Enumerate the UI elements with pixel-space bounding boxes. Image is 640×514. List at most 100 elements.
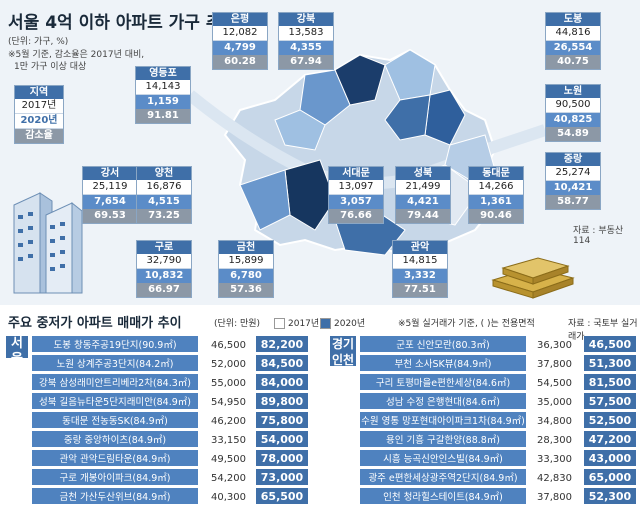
row-label-bg bbox=[32, 488, 198, 504]
price-source: 자료 : 국토부 실거래가 bbox=[568, 319, 638, 342]
row-name: 관악 관악드림타운(84.9㎡) bbox=[59, 453, 170, 465]
legend-2017: 2017년 bbox=[274, 316, 319, 329]
value-2020-bg bbox=[256, 412, 308, 428]
value-2017: 35,000 bbox=[537, 397, 572, 408]
row-name: 금천 가산두산위브(84.9㎡) bbox=[59, 491, 170, 503]
value-2017: 36,300 bbox=[537, 340, 572, 351]
row-label-bg bbox=[360, 355, 526, 371]
row-name: 동대문 전농동SK(84.9㎡) bbox=[62, 416, 168, 427]
row-label-bg bbox=[32, 469, 198, 485]
row-label-bg bbox=[32, 355, 198, 371]
value-2020: 47,200 bbox=[589, 433, 632, 446]
row-name: 성북 길음뉴타운5단지래미안(84.9㎡) bbox=[39, 396, 191, 408]
value-2020-bg bbox=[584, 393, 636, 409]
region-box-jungnang: 중랑 25,274 10,421 58.77 bbox=[545, 152, 601, 210]
map-source: 자료 : 부동산114 bbox=[573, 226, 624, 246]
row-label-bg bbox=[360, 431, 526, 447]
value-2017: 21,499 bbox=[396, 180, 450, 195]
value-2017: 52,000 bbox=[211, 359, 246, 370]
value-2017: 12,082 bbox=[213, 26, 267, 41]
row-name: 강북 삼성래미안트리베라2차(84.3㎡) bbox=[39, 377, 191, 389]
region-name: 관악 bbox=[393, 241, 447, 254]
value-2020: 82,200 bbox=[261, 338, 304, 351]
value-rate: 91.81 bbox=[136, 109, 190, 123]
value-2017: 55,000 bbox=[211, 378, 246, 389]
region-name: 동대문 bbox=[469, 167, 523, 180]
value-rate: 76.66 bbox=[329, 209, 383, 223]
row-label-bg bbox=[32, 336, 198, 352]
value-rate: 69.53 bbox=[83, 209, 137, 223]
value-2017: 34,800 bbox=[537, 416, 572, 427]
value-2017: 40,300 bbox=[211, 492, 246, 503]
value-2020: 43,000 bbox=[589, 452, 632, 465]
value-2020-bg bbox=[256, 431, 308, 447]
value-rate: 79.44 bbox=[396, 209, 450, 223]
section-title: 주요 중저가 아파트 매매가 추이 bbox=[8, 316, 182, 331]
value-2017: 13,583 bbox=[279, 26, 333, 41]
value-2020-bg bbox=[584, 450, 636, 466]
value-2020-bg bbox=[256, 450, 308, 466]
value-2020: 4,421 bbox=[396, 195, 450, 209]
region-name: 노원 bbox=[546, 85, 600, 98]
value-2017: 28,300 bbox=[537, 435, 572, 446]
value-2017: 14,266 bbox=[469, 180, 523, 195]
value-2020: 51,300 bbox=[589, 357, 632, 370]
row-name: 구리 토평마을e편한세상(84.6㎡) bbox=[376, 377, 510, 389]
value-2020: 6,780 bbox=[219, 269, 273, 283]
row-label-bg bbox=[360, 450, 526, 466]
legend-region: 지역 bbox=[15, 86, 63, 99]
value-2017: 33,150 bbox=[211, 435, 246, 446]
value-2020: 78,000 bbox=[261, 452, 304, 465]
value-2020: 40,825 bbox=[546, 113, 600, 127]
region-box-seodaemun: 서대문 13,097 3,057 76.66 bbox=[328, 166, 384, 224]
region-box-nowon: 노원 90,500 40,825 54.89 bbox=[545, 84, 601, 142]
value-2020: 4,799 bbox=[213, 41, 267, 55]
region-box-gangbuk: 강북 13,583 4,355 67.94 bbox=[278, 12, 334, 70]
value-2017: 44,816 bbox=[546, 26, 600, 41]
row-name: 구로 개봉아이파크(84.9㎡) bbox=[59, 473, 170, 484]
value-2020-bg bbox=[256, 469, 308, 485]
group-label-gyeonggi: 경기 인천 bbox=[330, 336, 356, 367]
value-2020: 73,000 bbox=[261, 471, 304, 484]
row-name: 중랑 중앙하이츠(84.9㎡) bbox=[64, 434, 166, 446]
value-rate: 57.36 bbox=[219, 283, 273, 297]
row-label-bg bbox=[32, 393, 198, 409]
value-2017: 54,200 bbox=[211, 473, 246, 484]
region-name: 강북 bbox=[279, 13, 333, 26]
value-2017: 54,950 bbox=[211, 397, 246, 408]
legend-2017: 2017년 bbox=[15, 99, 63, 114]
value-2020: 3,057 bbox=[329, 195, 383, 209]
value-2020: 84,500 bbox=[261, 357, 304, 370]
value-2020-bg bbox=[256, 374, 308, 390]
value-2020-bg bbox=[584, 374, 636, 390]
row-label-bg bbox=[32, 450, 198, 466]
buildings-illustration bbox=[13, 192, 83, 294]
row-name: 노원 상계주공3단지(84.2㎡) bbox=[56, 358, 173, 370]
region-box-geumcheon: 금천 15,899 6,780 57.36 bbox=[218, 240, 274, 298]
value-2020-bg bbox=[584, 469, 636, 485]
region-name: 영등포 bbox=[136, 67, 190, 80]
value-2020: 7,654 bbox=[83, 195, 137, 209]
region-box-yeongdeungpo: 영등포 14,143 1,159 91.81 bbox=[135, 66, 191, 124]
value-2017: 15,899 bbox=[219, 254, 273, 269]
value-2017: 25,274 bbox=[546, 166, 600, 181]
value-2020: 10,832 bbox=[137, 269, 191, 283]
value-2017: 46,200 bbox=[211, 416, 246, 427]
note-basis: ※5월 기준, 감소율은 2017년 대비, bbox=[8, 50, 145, 60]
value-2020: 3,332 bbox=[393, 269, 447, 283]
value-2020-bg bbox=[256, 336, 308, 352]
value-2020: 54,000 bbox=[261, 433, 304, 446]
row-name: 도봉 창동주공19단지(90.9㎡) bbox=[53, 340, 176, 351]
value-2020: 84,000 bbox=[261, 376, 304, 389]
row-name: 광주 e편한세상광주역2단지(84.9㎡) bbox=[368, 472, 517, 484]
row-label-bg bbox=[360, 393, 526, 409]
value-2017: 90,500 bbox=[546, 98, 600, 113]
value-rate: 40.75 bbox=[546, 55, 600, 69]
value-2020-bg bbox=[584, 412, 636, 428]
value-2020: 52,500 bbox=[589, 414, 632, 427]
value-rate: 67.94 bbox=[279, 55, 333, 69]
region-name: 중랑 bbox=[546, 153, 600, 166]
value-2020: 75,800 bbox=[261, 414, 304, 427]
value-2020: 89,800 bbox=[261, 395, 304, 408]
